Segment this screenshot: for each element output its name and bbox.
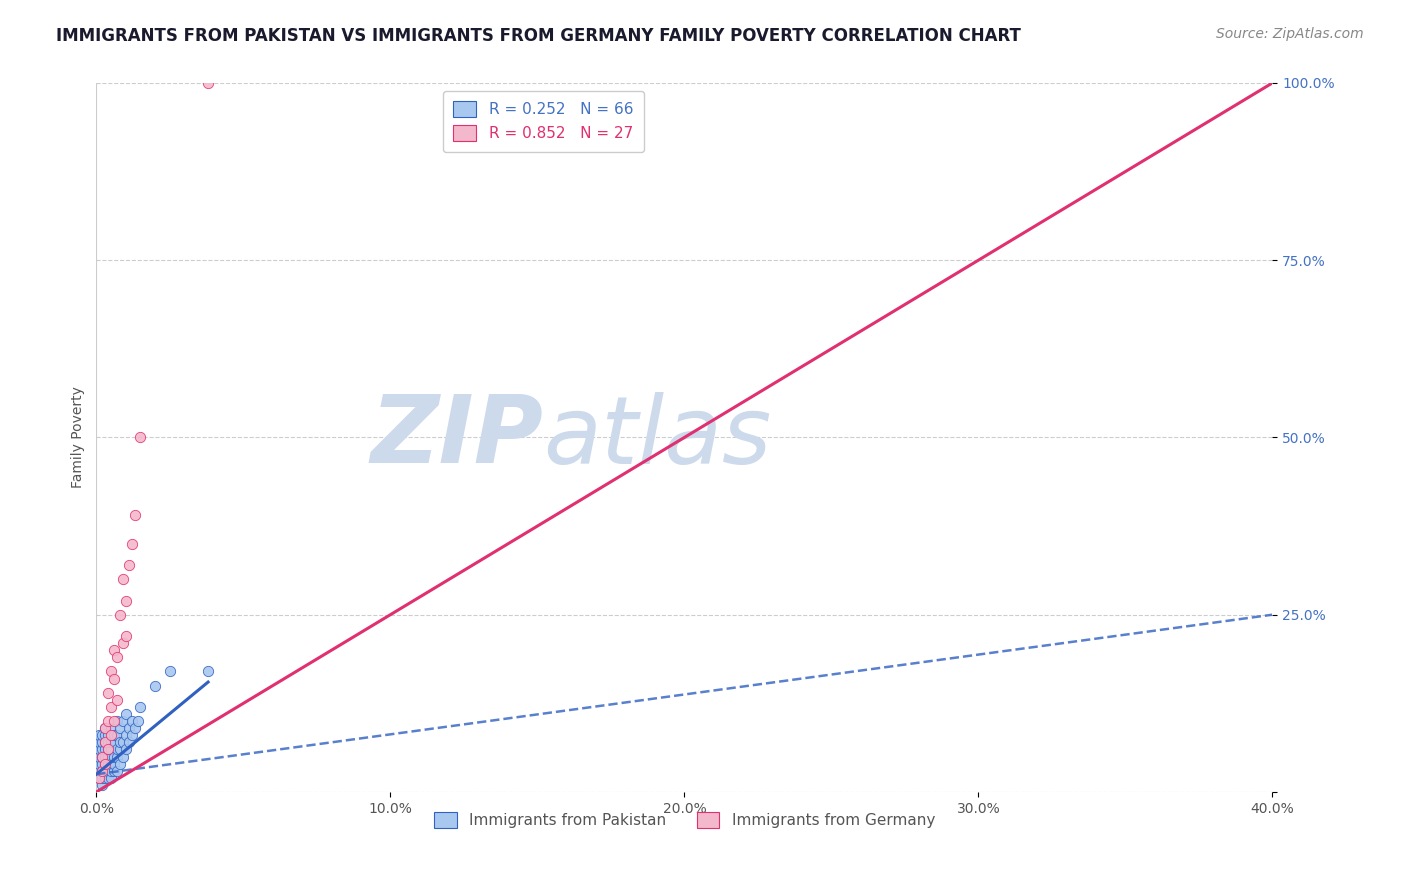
- Point: [108, 721, 131, 735]
- Point: [89, 728, 111, 742]
- Point: [103, 764, 125, 778]
- Point: [94, 756, 117, 771]
- Point: [121, 537, 143, 551]
- Point: [97, 686, 120, 700]
- Point: [114, 728, 136, 742]
- Point: [91, 756, 114, 771]
- Point: [121, 714, 143, 728]
- Point: [111, 636, 134, 650]
- Point: [100, 756, 122, 771]
- Point: [97, 735, 120, 749]
- Point: [103, 672, 125, 686]
- Point: [94, 756, 117, 771]
- Point: [118, 558, 141, 572]
- Y-axis label: Family Poverty: Family Poverty: [72, 386, 86, 489]
- Point: [121, 728, 143, 742]
- Point: [114, 629, 136, 643]
- Point: [97, 742, 120, 756]
- Text: atlas: atlas: [543, 392, 772, 483]
- Point: [197, 76, 219, 90]
- Point: [94, 721, 117, 735]
- Point: [108, 607, 131, 622]
- Point: [100, 665, 122, 679]
- Point: [103, 714, 125, 728]
- Point: [89, 742, 111, 756]
- Point: [94, 735, 117, 749]
- Point: [97, 764, 120, 778]
- Point: [118, 735, 141, 749]
- Point: [103, 756, 125, 771]
- Point: [111, 714, 134, 728]
- Point: [103, 749, 125, 764]
- Point: [197, 665, 219, 679]
- Point: [94, 735, 117, 749]
- Point: [91, 735, 114, 749]
- Text: Source: ZipAtlas.com: Source: ZipAtlas.com: [1216, 27, 1364, 41]
- Point: [91, 728, 114, 742]
- Point: [91, 778, 114, 792]
- Point: [111, 735, 134, 749]
- Point: [100, 728, 122, 742]
- Point: [105, 728, 128, 742]
- Point: [97, 742, 120, 756]
- Point: [111, 749, 134, 764]
- Legend: Immigrants from Pakistan, Immigrants from Germany: Immigrants from Pakistan, Immigrants fro…: [427, 805, 941, 834]
- Point: [89, 735, 111, 749]
- Point: [91, 764, 114, 778]
- Point: [100, 742, 122, 756]
- Point: [91, 771, 114, 785]
- Point: [94, 771, 117, 785]
- Point: [108, 742, 131, 756]
- Point: [108, 756, 131, 771]
- Point: [100, 764, 122, 778]
- Point: [89, 771, 111, 785]
- Point: [89, 756, 111, 771]
- Point: [97, 728, 120, 742]
- Point: [94, 749, 117, 764]
- Point: [124, 721, 146, 735]
- Point: [129, 699, 152, 714]
- Point: [103, 728, 125, 742]
- Point: [103, 735, 125, 749]
- Text: ZIP: ZIP: [370, 392, 543, 483]
- Point: [105, 714, 128, 728]
- Point: [94, 728, 117, 742]
- Point: [105, 693, 128, 707]
- Point: [105, 749, 128, 764]
- Point: [94, 742, 117, 756]
- Point: [89, 764, 111, 778]
- Point: [94, 721, 117, 735]
- Point: [97, 756, 120, 771]
- Point: [100, 699, 122, 714]
- Point: [91, 742, 114, 756]
- Point: [89, 749, 111, 764]
- Point: [100, 721, 122, 735]
- Point: [91, 764, 114, 778]
- Point: [91, 749, 114, 764]
- Point: [103, 643, 125, 657]
- Point: [97, 771, 120, 785]
- Point: [118, 721, 141, 735]
- Point: [97, 714, 120, 728]
- Point: [159, 665, 181, 679]
- Point: [124, 508, 146, 523]
- Point: [129, 430, 152, 444]
- Point: [108, 735, 131, 749]
- Point: [105, 650, 128, 665]
- Text: IMMIGRANTS FROM PAKISTAN VS IMMIGRANTS FROM GERMANY FAMILY POVERTY CORRELATION C: IMMIGRANTS FROM PAKISTAN VS IMMIGRANTS F…: [56, 27, 1021, 45]
- Point: [94, 764, 117, 778]
- Point: [114, 593, 136, 607]
- Point: [105, 742, 128, 756]
- Point: [100, 771, 122, 785]
- Point: [114, 706, 136, 721]
- Point: [91, 749, 114, 764]
- Point: [89, 771, 111, 785]
- Point: [111, 572, 134, 586]
- Point: [127, 714, 149, 728]
- Point: [97, 749, 120, 764]
- Point: [114, 742, 136, 756]
- Point: [143, 679, 166, 693]
- Point: [100, 735, 122, 749]
- Point: [105, 764, 128, 778]
